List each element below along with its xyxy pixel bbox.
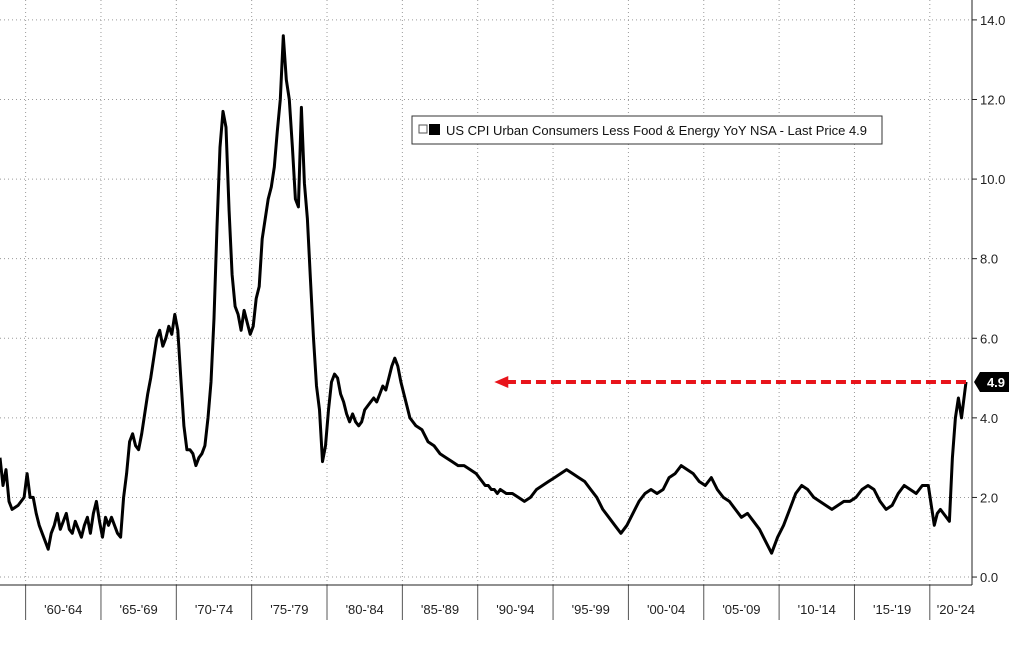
x-tick-label: '85-'89 (421, 602, 459, 617)
legend-expand-icon (418, 124, 428, 134)
last-value-text: 4.9 (987, 375, 1005, 390)
x-tick-label: '70-'74 (195, 602, 233, 617)
arrow-annotation (494, 376, 966, 389)
x-tick-label: '95-'99 (572, 602, 610, 617)
x-tick-label: '10-'14 (798, 602, 836, 617)
x-tick-label: '65-'69 (120, 602, 158, 617)
x-axis-labels: '60-'64 '65-'69 '70-'74 '75-'79 '80-'84 '85-'… (44, 602, 975, 617)
y-tick-label: 0.0 (980, 570, 998, 585)
x-tick-label: '90-'94 (496, 602, 534, 617)
y-tick-label: 14.0 (980, 13, 1005, 28)
x-tick-label: '60-'64 (44, 602, 82, 617)
y-tick-label: 12.0 (980, 92, 1005, 107)
grid-lines (0, 0, 972, 585)
y-tick-label: 8.0 (980, 252, 998, 267)
y-tick-label: 10.0 (980, 172, 1005, 187)
series-line (0, 34, 968, 555)
arrow-head-icon (494, 376, 509, 389)
y-tick-label: 6.0 (980, 331, 998, 346)
x-tick-label: '20-'24 (937, 602, 975, 617)
y-tick-label: 4.0 (980, 411, 998, 426)
legend: US CPI Urban Consumers Less Food & Energ… (411, 115, 883, 145)
axes (0, 0, 977, 620)
legend-label: US CPI Urban Consumers Less Food & Energ… (446, 123, 867, 138)
x-tick-label: '15-'19 (873, 602, 911, 617)
last-value-badge (974, 372, 1009, 393)
x-tick-label: '80-'84 (346, 602, 384, 617)
y-axis-labels: 0.0 2.0 4.0 6.0 8.0 10.0 12.0 14.0 (980, 13, 1005, 585)
last-value-tag: 4.9 (974, 372, 1009, 393)
y-tick-label: 2.0 (980, 490, 998, 505)
series-layer (0, 34, 968, 555)
legend-box (411, 115, 883, 145)
x-tick-label: '75-'79 (270, 602, 308, 617)
legend-swatch (429, 124, 440, 135)
x-tick-label: '05-'09 (722, 602, 760, 617)
x-tick-label: '00-'04 (647, 602, 685, 617)
